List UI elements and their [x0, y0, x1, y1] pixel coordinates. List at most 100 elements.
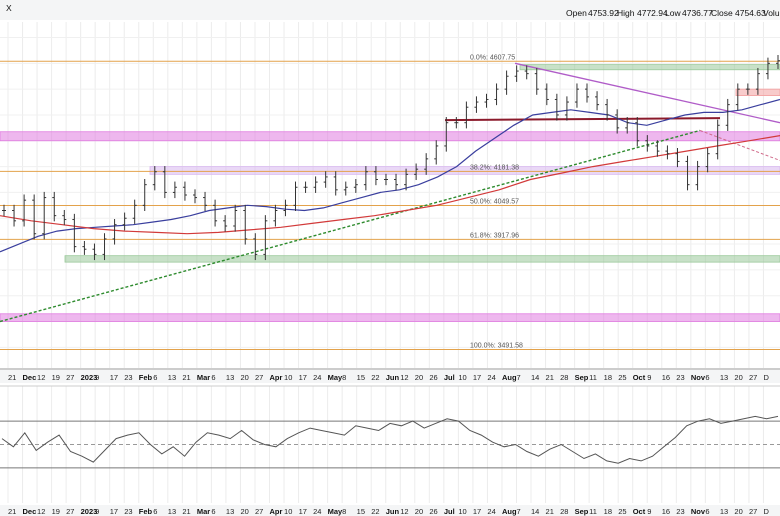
downtrend-line	[514, 62, 780, 124]
x-tick-label-lower: 10	[284, 507, 292, 516]
x-tick-label-lower: 7	[516, 507, 520, 516]
x-tick-label: Aug	[502, 373, 517, 382]
x-tick-label: 12	[400, 373, 408, 382]
x-tick-label: Jul	[444, 373, 455, 382]
x-tick-label-lower: 9	[95, 507, 99, 516]
x-tick-label-lower: 17	[473, 507, 481, 516]
x-tick-label: 10	[284, 373, 292, 382]
x-tick-label-lower: 11	[589, 507, 597, 516]
volume-label: Volum	[763, 8, 780, 18]
x-tick-label-lower: 21	[8, 507, 16, 516]
ma50-line	[0, 98, 780, 253]
fib-label: 50.0%: 4049.57	[470, 198, 519, 205]
x-tick-label: 13	[226, 373, 234, 382]
x-tick-label-lower: 25	[618, 507, 626, 516]
close-label: Close	[711, 8, 733, 18]
x-tick-label-lower: 20	[734, 507, 742, 516]
fibonacci-levels: 0.0%: 4607.75 38.2%: 4181.38 50.0%: 4049.5…	[0, 54, 780, 351]
ohlc-readout: Open 4753.92 High 4772.94 Low 4736.77 Cl…	[566, 8, 780, 18]
uptrend-line	[0, 129, 701, 323]
x-tick-label: 6	[153, 373, 157, 382]
band-green	[64, 255, 780, 263]
x-tick-label: 24	[313, 373, 321, 382]
x-tick-label: 7	[516, 373, 520, 382]
x-tick-label: 27	[66, 373, 74, 382]
x-tick-label-lower: D	[763, 507, 769, 516]
x-tick-label-lower: 27	[66, 507, 74, 516]
x-tick-label: 17	[473, 373, 481, 382]
x-tick-label: May	[328, 373, 343, 382]
x-tick-label: 17	[299, 373, 307, 382]
low-label: Low	[665, 8, 681, 18]
x-tick-label-lower: 17	[299, 507, 307, 516]
open-label: Open	[566, 8, 587, 18]
x-tick-label-lower: 24	[487, 507, 495, 516]
x-tick-label-lower: 20	[240, 507, 248, 516]
x-tick-label: 20	[734, 373, 742, 382]
x-tick-label-lower: Nov	[691, 507, 706, 516]
x-tick-label: 12	[37, 373, 45, 382]
fib-label: 0.0%: 4607.75	[470, 54, 515, 61]
x-tick-label: 14	[531, 373, 539, 382]
header-corner-text: X	[6, 3, 12, 13]
x-tick-label: 27	[255, 373, 263, 382]
rsi-grid	[0, 385, 780, 503]
x-tick-label: Feb	[139, 373, 153, 382]
band-magenta	[0, 313, 780, 322]
x-tick-label-lower: 6	[705, 507, 709, 516]
band-lavender	[149, 166, 780, 175]
x-tick-label-lower: Sep	[575, 507, 589, 516]
x-tick-label: Dec	[23, 373, 37, 382]
x-tick-label: 25	[618, 373, 626, 382]
resistance-line	[444, 117, 721, 122]
x-tick-label-lower: 9	[647, 507, 651, 516]
x-tick-label-lower: Mar	[197, 507, 210, 516]
x-tick-label-lower: Feb	[139, 507, 153, 516]
x-tick-label: D	[763, 373, 769, 382]
fib-label: 38.2%: 4181.38	[470, 164, 519, 171]
x-tick-label: 21	[8, 373, 16, 382]
x-tick-label-lower: 26	[429, 507, 437, 516]
x-tick-label: 9	[647, 373, 651, 382]
x-tick-label: 8	[342, 373, 346, 382]
x-tick-label: 22	[371, 373, 379, 382]
x-tick-label-lower: 24	[313, 507, 321, 516]
close-value: 4754.63	[735, 8, 766, 18]
x-tick-label: 10	[458, 373, 466, 382]
fib-label: 100.0%: 3491.58	[470, 343, 523, 350]
support-resistance-bands	[0, 64, 780, 322]
x-tick-label-lower: Oct	[633, 507, 646, 516]
x-tick-label: 15	[357, 373, 365, 382]
x-tick-label: 11	[589, 373, 597, 382]
x-tick-label-lower: May	[328, 507, 343, 516]
band-magenta	[0, 131, 780, 142]
price-grid	[0, 22, 780, 370]
open-value: 4753.92	[588, 8, 619, 18]
x-tick-label-lower: 8	[342, 507, 346, 516]
x-tick-label: 17	[110, 373, 118, 382]
x-tick-label-lower: Jun	[386, 507, 400, 516]
x-tick-label-lower: Dec	[23, 507, 37, 516]
date-axis-lower	[0, 505, 780, 516]
x-tick-label: 28	[560, 373, 568, 382]
x-tick-label: 16	[662, 373, 670, 382]
x-tick-label: 20	[240, 373, 248, 382]
x-tick-label-lower: 10	[458, 507, 466, 516]
x-tick-label: 13	[168, 373, 176, 382]
x-tick-label: 23	[676, 373, 684, 382]
x-tick-label-lower: Apr	[270, 507, 283, 516]
x-tick-label-lower: 12	[400, 507, 408, 516]
uptrend-line-extension	[699, 129, 780, 161]
low-value: 4736.77	[682, 8, 713, 18]
band-green	[519, 64, 780, 71]
x-tick-label: 6	[705, 373, 709, 382]
x-tick-label-lower: 21	[546, 507, 554, 516]
x-tick-label: 26	[429, 373, 437, 382]
x-tick-label-lower: 6	[211, 507, 215, 516]
x-tick-label-lower: 21	[182, 507, 190, 516]
x-tick-label-lower: 27	[749, 507, 757, 516]
x-tick-label: Apr	[270, 373, 283, 382]
x-tick-label: Nov	[691, 373, 706, 382]
price-bars	[2, 55, 780, 261]
